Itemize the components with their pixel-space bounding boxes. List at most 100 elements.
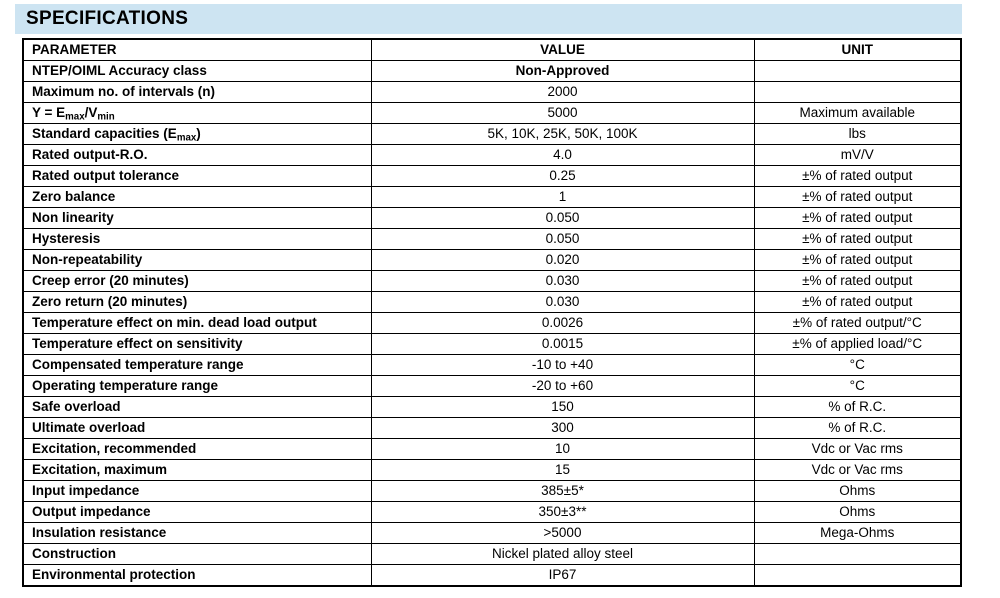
value-cell: 5000 — [370, 102, 755, 124]
parameter-cell: Ultimate overload — [22, 417, 372, 439]
parameter-cell: Safe overload — [22, 396, 372, 418]
table-row: Y = Emax/Vmin 5000 Maximum available — [22, 102, 962, 124]
value-cell: 0.25 — [370, 165, 755, 187]
unit-cell: ±% of applied load/°C — [753, 333, 962, 355]
value-cell: 0.050 — [370, 207, 755, 229]
table-row: Excitation, maximum 15 Vdc or Vac rms — [22, 459, 962, 481]
parameter-cell: Insulation resistance — [22, 522, 372, 544]
specifications-table: PARAMETER VALUE UNIT NTEP/OIML Accuracy … — [22, 38, 962, 587]
value-cell: 15 — [370, 459, 755, 481]
parameter-cell: Zero return (20 minutes) — [22, 291, 372, 313]
unit-cell: °C — [753, 375, 962, 397]
spec-table-body: NTEP/OIML Accuracy class Non-Approved Maxi… — [22, 60, 962, 587]
value-cell: 0.030 — [370, 291, 755, 313]
unit-cell — [753, 60, 962, 82]
value-cell: 0.0026 — [370, 312, 755, 334]
parameter-cell: Non-repeatability — [22, 249, 372, 271]
parameter-cell: NTEP/OIML Accuracy class — [22, 60, 372, 82]
parameter-cell: Standard capacities (Emax) — [22, 123, 372, 145]
unit-cell: ±% of rated output — [753, 165, 962, 187]
page-title: SPECIFICATIONS — [26, 8, 189, 29]
unit-cell — [753, 81, 962, 103]
table-row: Non linearity 0.050 ±% of rated output — [22, 207, 962, 229]
parameter-cell: Non linearity — [22, 207, 372, 229]
value-cell: 4.0 — [370, 144, 755, 166]
unit-cell: Vdc or Vac rms — [753, 459, 962, 481]
unit-cell: % of R.C. — [753, 417, 962, 439]
table-row: Temperature effect on sensitivity 0.0015 ±… — [22, 333, 962, 355]
unit-cell: ±% of rated output — [753, 207, 962, 229]
unit-cell: Maximum available — [753, 102, 962, 124]
value-cell: 2000 — [370, 81, 755, 103]
table-row: Excitation, recommended 10 Vdc or Vac rms — [22, 438, 962, 460]
unit-cell: mV/V — [753, 144, 962, 166]
table-row: Rated output tolerance 0.25 ±% of rated ou… — [22, 165, 962, 187]
table-row: Environmental protection IP67 — [22, 564, 962, 587]
value-cell: 0.050 — [370, 228, 755, 250]
unit-cell: ±% of rated output/°C — [753, 312, 962, 334]
table-row: Hysteresis 0.050 ±% of rated output — [22, 228, 962, 250]
column-header-parameter: PARAMETER — [22, 38, 372, 61]
parameter-cell: Environmental protection — [22, 564, 372, 587]
parameter-cell: Input impedance — [22, 480, 372, 502]
column-header-value: VALUE — [370, 38, 755, 61]
value-cell: Nickel plated alloy steel — [370, 543, 755, 565]
unit-cell: Ohms — [753, 501, 962, 523]
table-row: Non-repeatability 0.020 ±% of rated output — [22, 249, 962, 271]
parameter-cell: Excitation, maximum — [22, 459, 372, 481]
value-cell: >5000 — [370, 522, 755, 544]
table-row: Compensated temperature range -10 to +40 °… — [22, 354, 962, 376]
parameter-cell: Operating temperature range — [22, 375, 372, 397]
parameter-cell: Zero balance — [22, 186, 372, 208]
unit-cell: Ohms — [753, 480, 962, 502]
unit-cell: Mega-Ohms — [753, 522, 962, 544]
parameter-cell: Compensated temperature range — [22, 354, 372, 376]
value-cell: 0.030 — [370, 270, 755, 292]
table-row: Maximum no. of intervals (n) 2000 — [22, 81, 962, 103]
table-row: Operating temperature range -20 to +60 °C — [22, 375, 962, 397]
table-row: Safe overload 150% of R.C. — [22, 396, 962, 418]
table-row: Zero return (20 minutes) 0.030 ±% of rated… — [22, 291, 962, 313]
parameter-cell: Temperature effect on sensitivity — [22, 333, 372, 355]
value-cell: 150 — [370, 396, 755, 418]
table-row: Rated output-R.O. 4.0 mV/V — [22, 144, 962, 166]
table-row: Ultimate overload 300% of R.C. — [22, 417, 962, 439]
unit-cell: ±% of rated output — [753, 291, 962, 313]
parameter-cell: Temperature effect on min. dead load out… — [22, 312, 372, 334]
value-cell: Non-Approved — [370, 60, 755, 82]
parameter-cell: Rated output tolerance — [22, 165, 372, 187]
unit-cell — [753, 564, 962, 587]
parameter-cell: Construction — [22, 543, 372, 565]
unit-cell: °C — [753, 354, 962, 376]
unit-cell: ±% of rated output — [753, 249, 962, 271]
value-cell: 0.0015 — [370, 333, 755, 355]
table-row: Input impedance 385±5* Ohms — [22, 480, 962, 502]
unit-cell: ±% of rated output — [753, 228, 962, 250]
value-cell: 5K, 10K, 25K, 50K, 100K — [370, 123, 755, 145]
parameter-cell: Excitation, recommended — [22, 438, 372, 460]
value-cell: 10 — [370, 438, 755, 460]
specifications-title-bar: SPECIFICATIONS — [15, 4, 962, 34]
unit-cell: lbs — [753, 123, 962, 145]
parameter-cell: Maximum no. of intervals (n) — [22, 81, 372, 103]
table-row: Creep error (20 minutes) 0.030 ±% of rated… — [22, 270, 962, 292]
unit-cell: ±% of rated output — [753, 186, 962, 208]
table-row: Zero balance 1 ±% of rated output — [22, 186, 962, 208]
unit-cell — [753, 543, 962, 565]
value-cell: 1 — [370, 186, 755, 208]
value-cell: -20 to +60 — [370, 375, 755, 397]
value-cell: IP67 — [370, 564, 755, 587]
table-row: Standard capacities (Emax) 5K, 10K, 25K, … — [22, 123, 962, 145]
value-cell: -10 to +40 — [370, 354, 755, 376]
value-cell: 0.020 — [370, 249, 755, 271]
value-cell: 350±3** — [370, 501, 755, 523]
table-row: Construction Nickel plated alloy steel — [22, 543, 962, 565]
parameter-cell: Y = Emax/Vmin — [22, 102, 372, 124]
unit-cell: % of R.C. — [753, 396, 962, 418]
value-cell: 300 — [370, 417, 755, 439]
table-row: Output impedance 350±3** Ohms — [22, 501, 962, 523]
parameter-cell: Output impedance — [22, 501, 372, 523]
unit-cell: Vdc or Vac rms — [753, 438, 962, 460]
parameter-cell: Creep error (20 minutes) — [22, 270, 372, 292]
parameter-cell: Hysteresis — [22, 228, 372, 250]
